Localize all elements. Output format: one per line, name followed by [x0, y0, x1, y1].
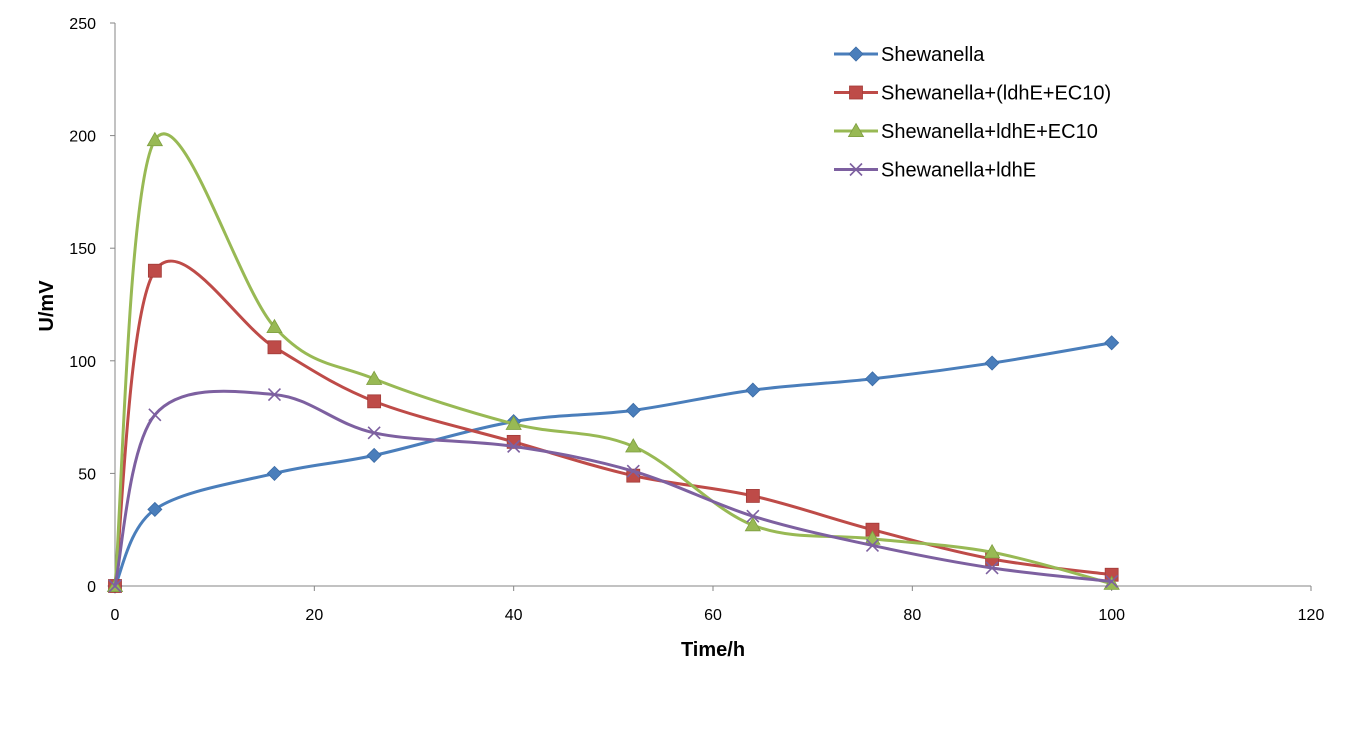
- data-point-diamond-marker: [1104, 335, 1120, 351]
- x-tick-label: 100: [1098, 607, 1125, 624]
- y-tick-label: 150: [69, 241, 96, 258]
- series-line: [113, 389, 1114, 588]
- data-point-triangle-marker: [983, 543, 1001, 559]
- x-tick-label: 40: [505, 607, 523, 624]
- data-point-square-marker: [367, 394, 382, 409]
- plot-area: [106, 131, 1120, 594]
- data-point-triangle-marker: [625, 438, 642, 453]
- x-tick-label: 20: [305, 607, 323, 624]
- data-point-diamond-marker: [147, 501, 163, 517]
- x-axis-title: Time/h: [681, 639, 745, 661]
- legend-item: Shewanella: [834, 44, 985, 66]
- data-point-triangle-marker: [146, 131, 164, 147]
- legend: Shewanella Shewanella+(ldhE+EC10) Shewanel…: [834, 44, 1111, 182]
- x-tick-label: 60: [704, 607, 722, 624]
- data-point-x-marker: [507, 439, 521, 453]
- data-point-x-marker: [267, 388, 282, 402]
- y-tick-label: 0: [87, 579, 96, 596]
- x-tick-label: 120: [1298, 607, 1325, 624]
- data-point-square-marker: [745, 489, 760, 503]
- legend-label: Shewanella+ldhE: [881, 160, 1036, 182]
- data-point-x-marker: [367, 426, 381, 440]
- data-point-square-marker: [267, 340, 282, 355]
- data-point-diamond-marker: [984, 355, 1000, 371]
- series-line: [113, 259, 1114, 588]
- data-point-x-marker: [865, 538, 880, 553]
- legend-item: Shewanella+ldhE+EC10: [834, 121, 1098, 143]
- data-point-diamond-marker: [266, 465, 283, 481]
- data-point-diamond-marker: [864, 371, 881, 387]
- legend-item: Shewanella+ldhE: [834, 160, 1036, 182]
- data-point-x-marker: [1105, 574, 1119, 589]
- data-point-triangle-marker: [266, 318, 283, 334]
- axes: 0 20 40 60 80 100 120 0 50 100 150 200 250: [69, 16, 1324, 624]
- legend-label: Shewanella: [881, 44, 985, 66]
- y-tick-label: 250: [69, 16, 96, 33]
- legend-square-marker: [849, 85, 863, 100]
- y-axis-title: U/mV: [36, 280, 58, 332]
- legend-diamond-marker: [848, 46, 864, 62]
- series-4: [108, 388, 1119, 593]
- data-point-diamond-marker: [366, 447, 382, 463]
- data-point-x-marker: [108, 579, 122, 593]
- y-tick-label: 50: [78, 466, 96, 483]
- legend-label: Shewanella+(ldhE+EC10): [881, 83, 1111, 105]
- data-point-x-marker: [148, 408, 162, 422]
- series-line: [113, 132, 1114, 588]
- data-point-triangle-marker: [505, 415, 522, 430]
- series-2: [108, 259, 1119, 593]
- data-point-diamond-marker: [745, 382, 761, 398]
- data-point-diamond-marker: [625, 402, 641, 418]
- series-line: [113, 341, 1114, 588]
- x-tick-label: 0: [111, 607, 120, 624]
- data-point-triangle-marker: [365, 370, 383, 385]
- data-point-square-marker: [147, 263, 162, 278]
- legend-item: Shewanella+(ldhE+EC10): [834, 83, 1111, 105]
- x-tick-label: 80: [903, 607, 921, 624]
- legend-x-marker: [849, 162, 863, 177]
- data-point-x-marker: [746, 509, 760, 523]
- series-3: [106, 131, 1120, 593]
- data-point-triangle-marker: [744, 516, 762, 532]
- y-tick-label: 100: [69, 354, 96, 371]
- legend-triangle-marker: [847, 122, 865, 138]
- data-point-x-marker: [626, 464, 640, 478]
- data-point-x-marker: [985, 561, 999, 575]
- legend-label: Shewanella+ldhE+EC10: [881, 121, 1098, 143]
- y-tick-label: 200: [69, 129, 96, 146]
